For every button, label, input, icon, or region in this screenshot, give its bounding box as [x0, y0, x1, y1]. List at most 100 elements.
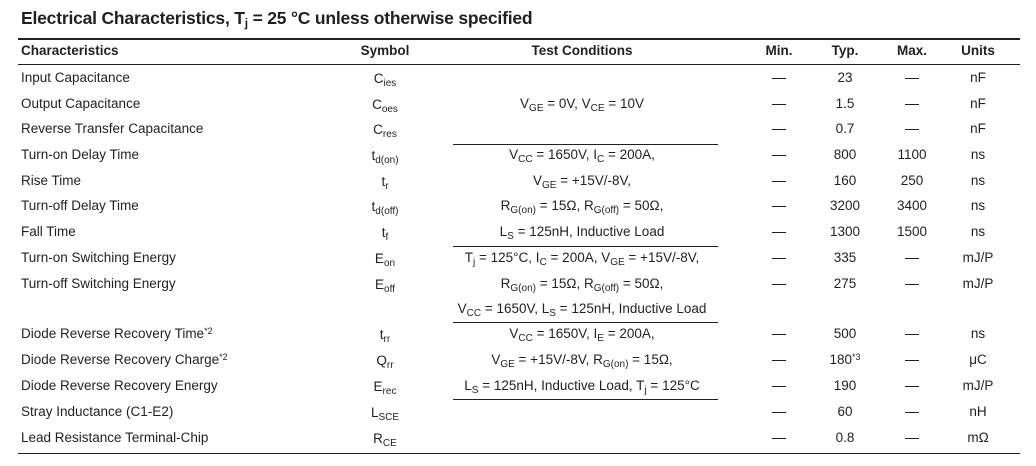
- unit: nF: [970, 70, 986, 85]
- characteristic-name: Turn-off Delay Time: [21, 198, 139, 213]
- symbol-subscript: CE: [382, 438, 397, 449]
- test-condition-line: Tj = 125°C, IC = 200A, VGE = +15V/-8V,: [464, 250, 700, 268]
- characteristic-name: Stray Inductance (C1-E2): [21, 404, 174, 419]
- symbol: Erec: [373, 379, 397, 397]
- condition-subscript: j: [644, 385, 647, 396]
- header-min: Min.: [765, 43, 793, 58]
- unit: ns: [970, 147, 986, 162]
- typ-value: 160: [833, 173, 857, 188]
- characteristic-name: Output Capacitance: [21, 96, 141, 111]
- symbol-subscript: f: [385, 232, 389, 243]
- test-condition-line: VGE = +15V/-8V, RG(on) = 15Ω,: [491, 352, 673, 370]
- typ-value: 1.5: [835, 96, 855, 111]
- symbol-subscript: rr: [386, 360, 394, 371]
- bottom-rule: [18, 453, 1020, 454]
- condition-subscript: CC: [466, 308, 482, 319]
- symbol: RCE: [373, 431, 397, 449]
- symbol: Qrr: [376, 353, 394, 371]
- test-condition-line: RG(on) = 15Ω, RG(off) = 50Ω,: [500, 276, 664, 294]
- condition-group-divider: [453, 246, 718, 247]
- min-value-dash: [772, 155, 786, 156]
- max-value-dash: [905, 78, 919, 79]
- typ-value: 0.8: [835, 430, 855, 445]
- typ-value: 3200: [829, 198, 861, 213]
- typ-value: 23: [837, 70, 853, 85]
- symbol: tr: [381, 174, 389, 192]
- condition-subscript: C: [539, 257, 547, 268]
- characteristic-name: Fall Time: [21, 224, 76, 239]
- unit: ns: [970, 326, 986, 341]
- header-typ: Typ.: [831, 43, 859, 58]
- header-characteristics: Characteristics: [21, 43, 119, 58]
- test-condition-line: RG(on) = 15Ω, RG(off) = 50Ω,: [500, 198, 664, 216]
- typ-value: 0.7: [835, 121, 855, 136]
- symbol-subscript: rr: [383, 334, 391, 345]
- typ-value: 180*3: [829, 352, 861, 367]
- typ-value: 275: [833, 276, 857, 291]
- characteristic-name: Turn-on Switching Energy: [21, 250, 176, 265]
- header-max: Max.: [896, 43, 928, 58]
- condition-subscript: GE: [529, 103, 544, 114]
- symbol-subscript: d(off): [375, 206, 399, 217]
- min-value-dash: [772, 181, 786, 182]
- unit: mΩ: [967, 430, 989, 445]
- header-symbol: Symbol: [360, 43, 410, 58]
- test-condition-line: LS = 125nH, Inductive Load, Tj = 125°C: [464, 378, 700, 396]
- characteristic-name: Turn-on Delay Time: [21, 147, 140, 162]
- test-condition-line: LS = 125nH, Inductive Load: [499, 224, 665, 242]
- max-value-dash: [905, 258, 919, 259]
- max-value-dash: [905, 334, 919, 335]
- unit: ns: [970, 224, 986, 239]
- symbol: td(on): [371, 148, 399, 166]
- characteristic-name: Input Capacitance: [21, 70, 130, 85]
- min-value-dash: [772, 284, 786, 285]
- symbol: LSCE: [370, 405, 400, 423]
- symbol-subscript: oes: [381, 104, 398, 115]
- condition-subscript: GE: [542, 180, 557, 191]
- test-condition-line: VCC = 1650V, IC = 200A,: [509, 147, 655, 165]
- characteristic-name: Diode Reverse Recovery Energy: [21, 378, 218, 393]
- typ-value: 335: [833, 250, 857, 265]
- header-test-conditions: Test Conditions: [531, 43, 633, 58]
- condition-subscript: G(on): [602, 359, 629, 370]
- characteristic-name: Diode Reverse Recovery Time*2: [21, 326, 213, 341]
- min-value-dash: [772, 438, 786, 439]
- symbol-subscript: ies: [383, 78, 397, 89]
- symbol: Cres: [373, 122, 397, 140]
- symbol-subscript: res: [382, 129, 397, 140]
- condition-subscript: C: [597, 154, 605, 165]
- max-value: 1100: [897, 147, 927, 162]
- min-value-dash: [772, 360, 786, 361]
- min-value-dash: [772, 258, 786, 259]
- symbol: Coes: [372, 97, 398, 115]
- footnote-ref: *2: [204, 326, 213, 336]
- min-value-dash: [772, 334, 786, 335]
- max-value-dash: [905, 412, 919, 413]
- symbol: td(off): [371, 199, 399, 217]
- condition-subscript: S: [507, 231, 514, 242]
- condition-subscript: j: [473, 257, 476, 268]
- min-value-dash: [772, 412, 786, 413]
- condition-subscript: E: [597, 333, 604, 344]
- table-title: Electrical Characteristics, Tj = 25 °C u…: [21, 8, 533, 30]
- max-value-dash: [905, 104, 919, 105]
- symbol-subscript: rec: [382, 386, 397, 397]
- condition-subscript: S: [471, 385, 479, 396]
- typ-value: 190: [833, 378, 857, 393]
- max-value-dash: [905, 438, 919, 439]
- characteristic-name: Turn-off Switching Energy: [21, 276, 176, 291]
- condition-group-divider: [453, 144, 718, 145]
- min-value-dash: [772, 104, 786, 105]
- condition-group-divider: [453, 322, 718, 323]
- top-rule: [18, 38, 1020, 40]
- symbol: Cies: [373, 71, 397, 89]
- test-condition-line: VCC = 1650V, LS = 125nH, Inductive Load: [457, 301, 707, 319]
- characteristic-name: Reverse Transfer Capacitance: [21, 121, 204, 136]
- max-value-dash: [905, 284, 919, 285]
- condition-subscript: G(off): [593, 205, 620, 216]
- symbol: tf: [381, 225, 389, 243]
- typ-value: 500: [833, 326, 857, 341]
- unit: ns: [970, 198, 986, 213]
- max-value-dash: [905, 386, 919, 387]
- test-condition-line: VCC = 1650V, IE = 200A,: [509, 326, 655, 344]
